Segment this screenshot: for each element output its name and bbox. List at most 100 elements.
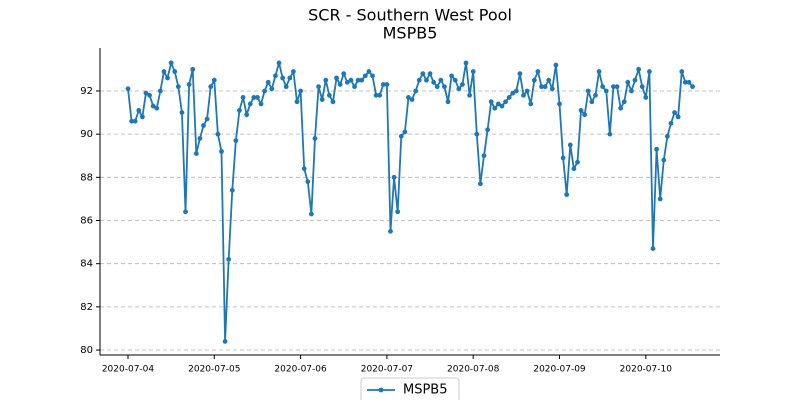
point <box>510 90 516 96</box>
point <box>366 69 372 74</box>
point <box>449 73 455 79</box>
point <box>567 142 573 148</box>
point <box>237 107 242 113</box>
point <box>186 82 192 87</box>
point <box>276 60 282 66</box>
line <box>127 59 694 342</box>
point <box>344 79 350 85</box>
x-tick-label: 2020-07-05 <box>188 365 240 375</box>
point <box>255 95 260 100</box>
point <box>398 133 404 139</box>
point <box>416 77 422 83</box>
point <box>467 92 473 98</box>
point <box>330 99 336 105</box>
point <box>193 151 199 156</box>
point <box>557 101 562 107</box>
point <box>406 95 411 100</box>
x-tick-label: 2020-07-06 <box>274 365 327 375</box>
point <box>460 82 465 87</box>
point <box>287 75 293 81</box>
point <box>531 77 537 83</box>
point <box>388 228 393 234</box>
point <box>384 82 390 87</box>
point <box>215 131 221 137</box>
point <box>359 77 365 83</box>
point <box>618 105 624 111</box>
point <box>607 131 613 137</box>
point <box>323 77 329 83</box>
point <box>614 84 620 90</box>
point <box>542 84 548 90</box>
point <box>420 71 426 77</box>
point <box>643 95 649 100</box>
point <box>560 155 566 161</box>
point <box>247 101 253 107</box>
point <box>305 179 311 185</box>
point <box>395 209 401 215</box>
chart-title: SCR - Southern West Pool <box>308 6 512 25</box>
point <box>564 192 570 197</box>
point <box>373 92 379 98</box>
point <box>301 166 307 172</box>
point <box>269 86 275 92</box>
point <box>283 84 289 90</box>
point <box>679 69 685 74</box>
point <box>575 159 580 165</box>
point <box>362 73 368 79</box>
point <box>129 118 134 124</box>
x-tick-label: 2020-07-07 <box>361 365 413 375</box>
point <box>150 103 156 109</box>
point <box>326 92 332 98</box>
point <box>424 77 429 83</box>
legend-label: MSPB5 <box>403 383 448 398</box>
point <box>355 77 361 83</box>
point <box>265 79 271 85</box>
point <box>337 82 343 87</box>
point <box>413 88 419 94</box>
point <box>161 69 167 74</box>
point <box>147 92 152 98</box>
point <box>258 101 264 107</box>
point <box>686 79 692 85</box>
point <box>204 116 210 122</box>
chart-subtitle: MSPB5 <box>383 24 438 43</box>
point <box>639 84 645 90</box>
y-tick-label: 80 <box>80 345 93 356</box>
point <box>539 84 544 90</box>
point <box>603 88 609 94</box>
point <box>377 92 383 98</box>
legend: MSPB5 <box>360 377 460 403</box>
legend-marker <box>378 387 384 393</box>
point <box>485 127 490 133</box>
point <box>431 79 437 85</box>
point <box>240 95 246 100</box>
point <box>632 77 638 83</box>
y-tick-label: 88 <box>80 172 93 183</box>
point <box>316 84 321 90</box>
point <box>402 129 408 135</box>
point <box>481 153 487 159</box>
point <box>499 103 505 109</box>
point <box>621 99 627 105</box>
point <box>211 77 217 83</box>
point <box>646 69 652 74</box>
y-tick-label: 90 <box>80 129 93 140</box>
point <box>229 187 235 193</box>
point <box>334 75 339 81</box>
point <box>578 107 584 113</box>
point <box>222 338 228 344</box>
point <box>251 95 257 100</box>
point <box>593 92 598 98</box>
point <box>154 105 160 111</box>
point <box>474 131 480 137</box>
point <box>600 84 606 90</box>
point <box>132 118 138 124</box>
point <box>341 71 347 77</box>
point <box>294 99 300 105</box>
point <box>312 136 318 141</box>
point <box>244 112 250 118</box>
point <box>157 88 163 94</box>
point <box>470 69 476 74</box>
point <box>672 110 677 115</box>
